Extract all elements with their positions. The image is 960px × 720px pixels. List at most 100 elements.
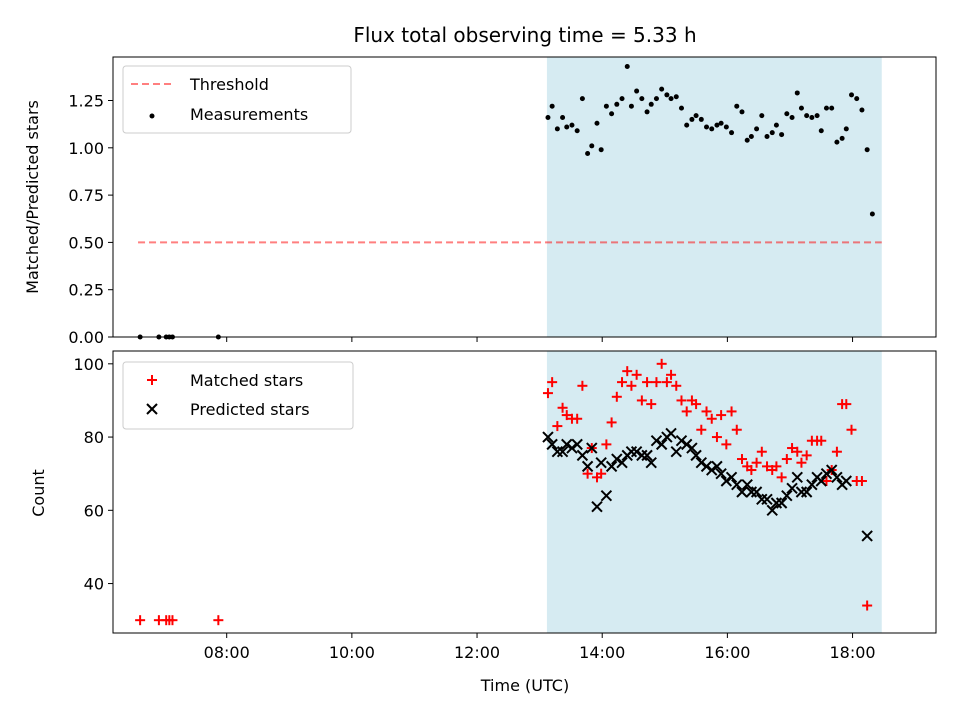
- y-tick-label: 80: [84, 428, 104, 447]
- measurement-point: [673, 94, 679, 100]
- measurement-point: [839, 135, 845, 141]
- measurement-point: [794, 90, 800, 96]
- predicted-star-point: [706, 464, 718, 476]
- matched-star-point: [606, 417, 617, 428]
- matched-star-point: [716, 410, 727, 421]
- matched-star-point: [691, 399, 702, 410]
- measurement-point: [823, 105, 829, 111]
- matched-star-point: [547, 377, 558, 388]
- y-tick-label: 100: [73, 355, 104, 374]
- predicted-star-point: [731, 478, 743, 491]
- predicted-star-point: [840, 475, 853, 487]
- predicted-star-point: [551, 446, 564, 458]
- x-tick-label: 08:00: [204, 643, 250, 662]
- matched-star-point: [787, 443, 798, 454]
- matched-star-point: [577, 380, 588, 391]
- top-x-ticks: [226, 337, 854, 342]
- matched-star-point: [582, 468, 593, 479]
- top-y-axis-label: Matched/Predicted stars: [23, 100, 42, 294]
- measurement-point: [789, 115, 795, 121]
- predicted-star-point: [561, 438, 573, 451]
- predicted-star-point: [690, 449, 702, 462]
- measurement-point: [628, 103, 634, 109]
- measurement-point: [614, 101, 620, 107]
- predicted-star-point: [720, 475, 733, 487]
- matched-star-point: [756, 446, 767, 457]
- measurement-point: [869, 211, 875, 217]
- matched-star-point: [736, 454, 747, 465]
- measurement-point: [609, 111, 615, 117]
- measurement-point: [784, 111, 790, 117]
- matched-star-point: [646, 399, 657, 410]
- measurement-points: [137, 63, 875, 340]
- measurement-point: [569, 122, 575, 128]
- matched-star-point: [552, 421, 563, 432]
- matched-star-point: [711, 432, 722, 443]
- x-tick-label: 10:00: [329, 643, 375, 662]
- legend-predicted-label: Predicted stars: [190, 400, 310, 419]
- bottom-axes-frame: [112, 350, 937, 634]
- bottom-legend: Matched stars Predicted stars: [122, 361, 354, 430]
- matched-star-point: [626, 380, 637, 391]
- matched-star-point: [561, 410, 572, 421]
- measurement-point: [834, 139, 840, 145]
- predicted-star-point: [665, 427, 677, 440]
- measurement-point: [854, 96, 860, 102]
- predicted-star-point: [576, 449, 589, 462]
- measurement-point: [704, 124, 710, 130]
- matched-star-point: [862, 600, 873, 611]
- measurement-point: [843, 126, 849, 132]
- matched-star-point: [622, 366, 633, 377]
- matched-star-point: [706, 413, 717, 424]
- predicted-star-point: [546, 438, 558, 451]
- matched-star-point: [781, 454, 792, 465]
- measurement-point: [814, 113, 820, 119]
- measurement-point: [579, 96, 585, 102]
- measurement-point: [564, 124, 570, 130]
- legend-matched-label: Matched stars: [190, 371, 303, 390]
- predicted-star-point: [741, 478, 753, 491]
- predicted-star-point: [806, 478, 818, 491]
- x-axis-label: Time (UTC): [480, 676, 569, 695]
- predicted-star-point: [566, 442, 578, 454]
- y-tick-label: 1.00: [68, 139, 104, 158]
- matched-star-point: [676, 395, 687, 406]
- matched-star-point: [671, 380, 682, 391]
- measurement-point: [709, 126, 715, 132]
- predicted-star-point: [556, 446, 569, 458]
- measurement-point: [849, 92, 855, 98]
- matched-star-point: [792, 446, 803, 457]
- y-tick-label: 0.75: [68, 186, 104, 205]
- measurement-point: [804, 113, 810, 119]
- top-shaded-region: [546, 57, 882, 337]
- legend-measurements-swatch: [149, 113, 155, 119]
- measurement-point: [698, 116, 704, 122]
- measurement-point: [718, 120, 724, 126]
- measurement-point: [639, 96, 645, 102]
- matched-star-point: [661, 377, 672, 388]
- top-axes-frame: [112, 56, 937, 338]
- predicted-star-point: [781, 489, 793, 502]
- y-tick-label: 40: [84, 575, 104, 594]
- measurement-point: [603, 103, 609, 109]
- matched-star-point: [796, 457, 807, 468]
- matched-star-point: [651, 377, 662, 388]
- top-legend-box: [122, 65, 352, 134]
- matched-star-point: [213, 615, 224, 626]
- measurement-point: [634, 88, 640, 94]
- predicted-star-point: [595, 456, 607, 469]
- bottom-panel: 40 60 80 100 08:00 10:00 12:00 14:00 16:00 18:00…: [29, 350, 937, 695]
- matched-star-point: [696, 424, 707, 435]
- matched-star-point: [617, 377, 628, 388]
- matched-star-point: [771, 461, 782, 472]
- measurement-point: [554, 126, 560, 132]
- predicted-star-point: [571, 438, 583, 451]
- bottom-shaded-region: [546, 351, 882, 633]
- bottom-y-ticks: 40 60 80 100: [73, 355, 113, 594]
- measurement-point: [644, 109, 650, 115]
- legend-predicted-swatch: [146, 403, 158, 415]
- measurement-point: [723, 124, 729, 130]
- predicted-star-point: [800, 486, 813, 498]
- matched-star-point: [746, 465, 757, 476]
- x-tick-label: 14:00: [579, 643, 625, 662]
